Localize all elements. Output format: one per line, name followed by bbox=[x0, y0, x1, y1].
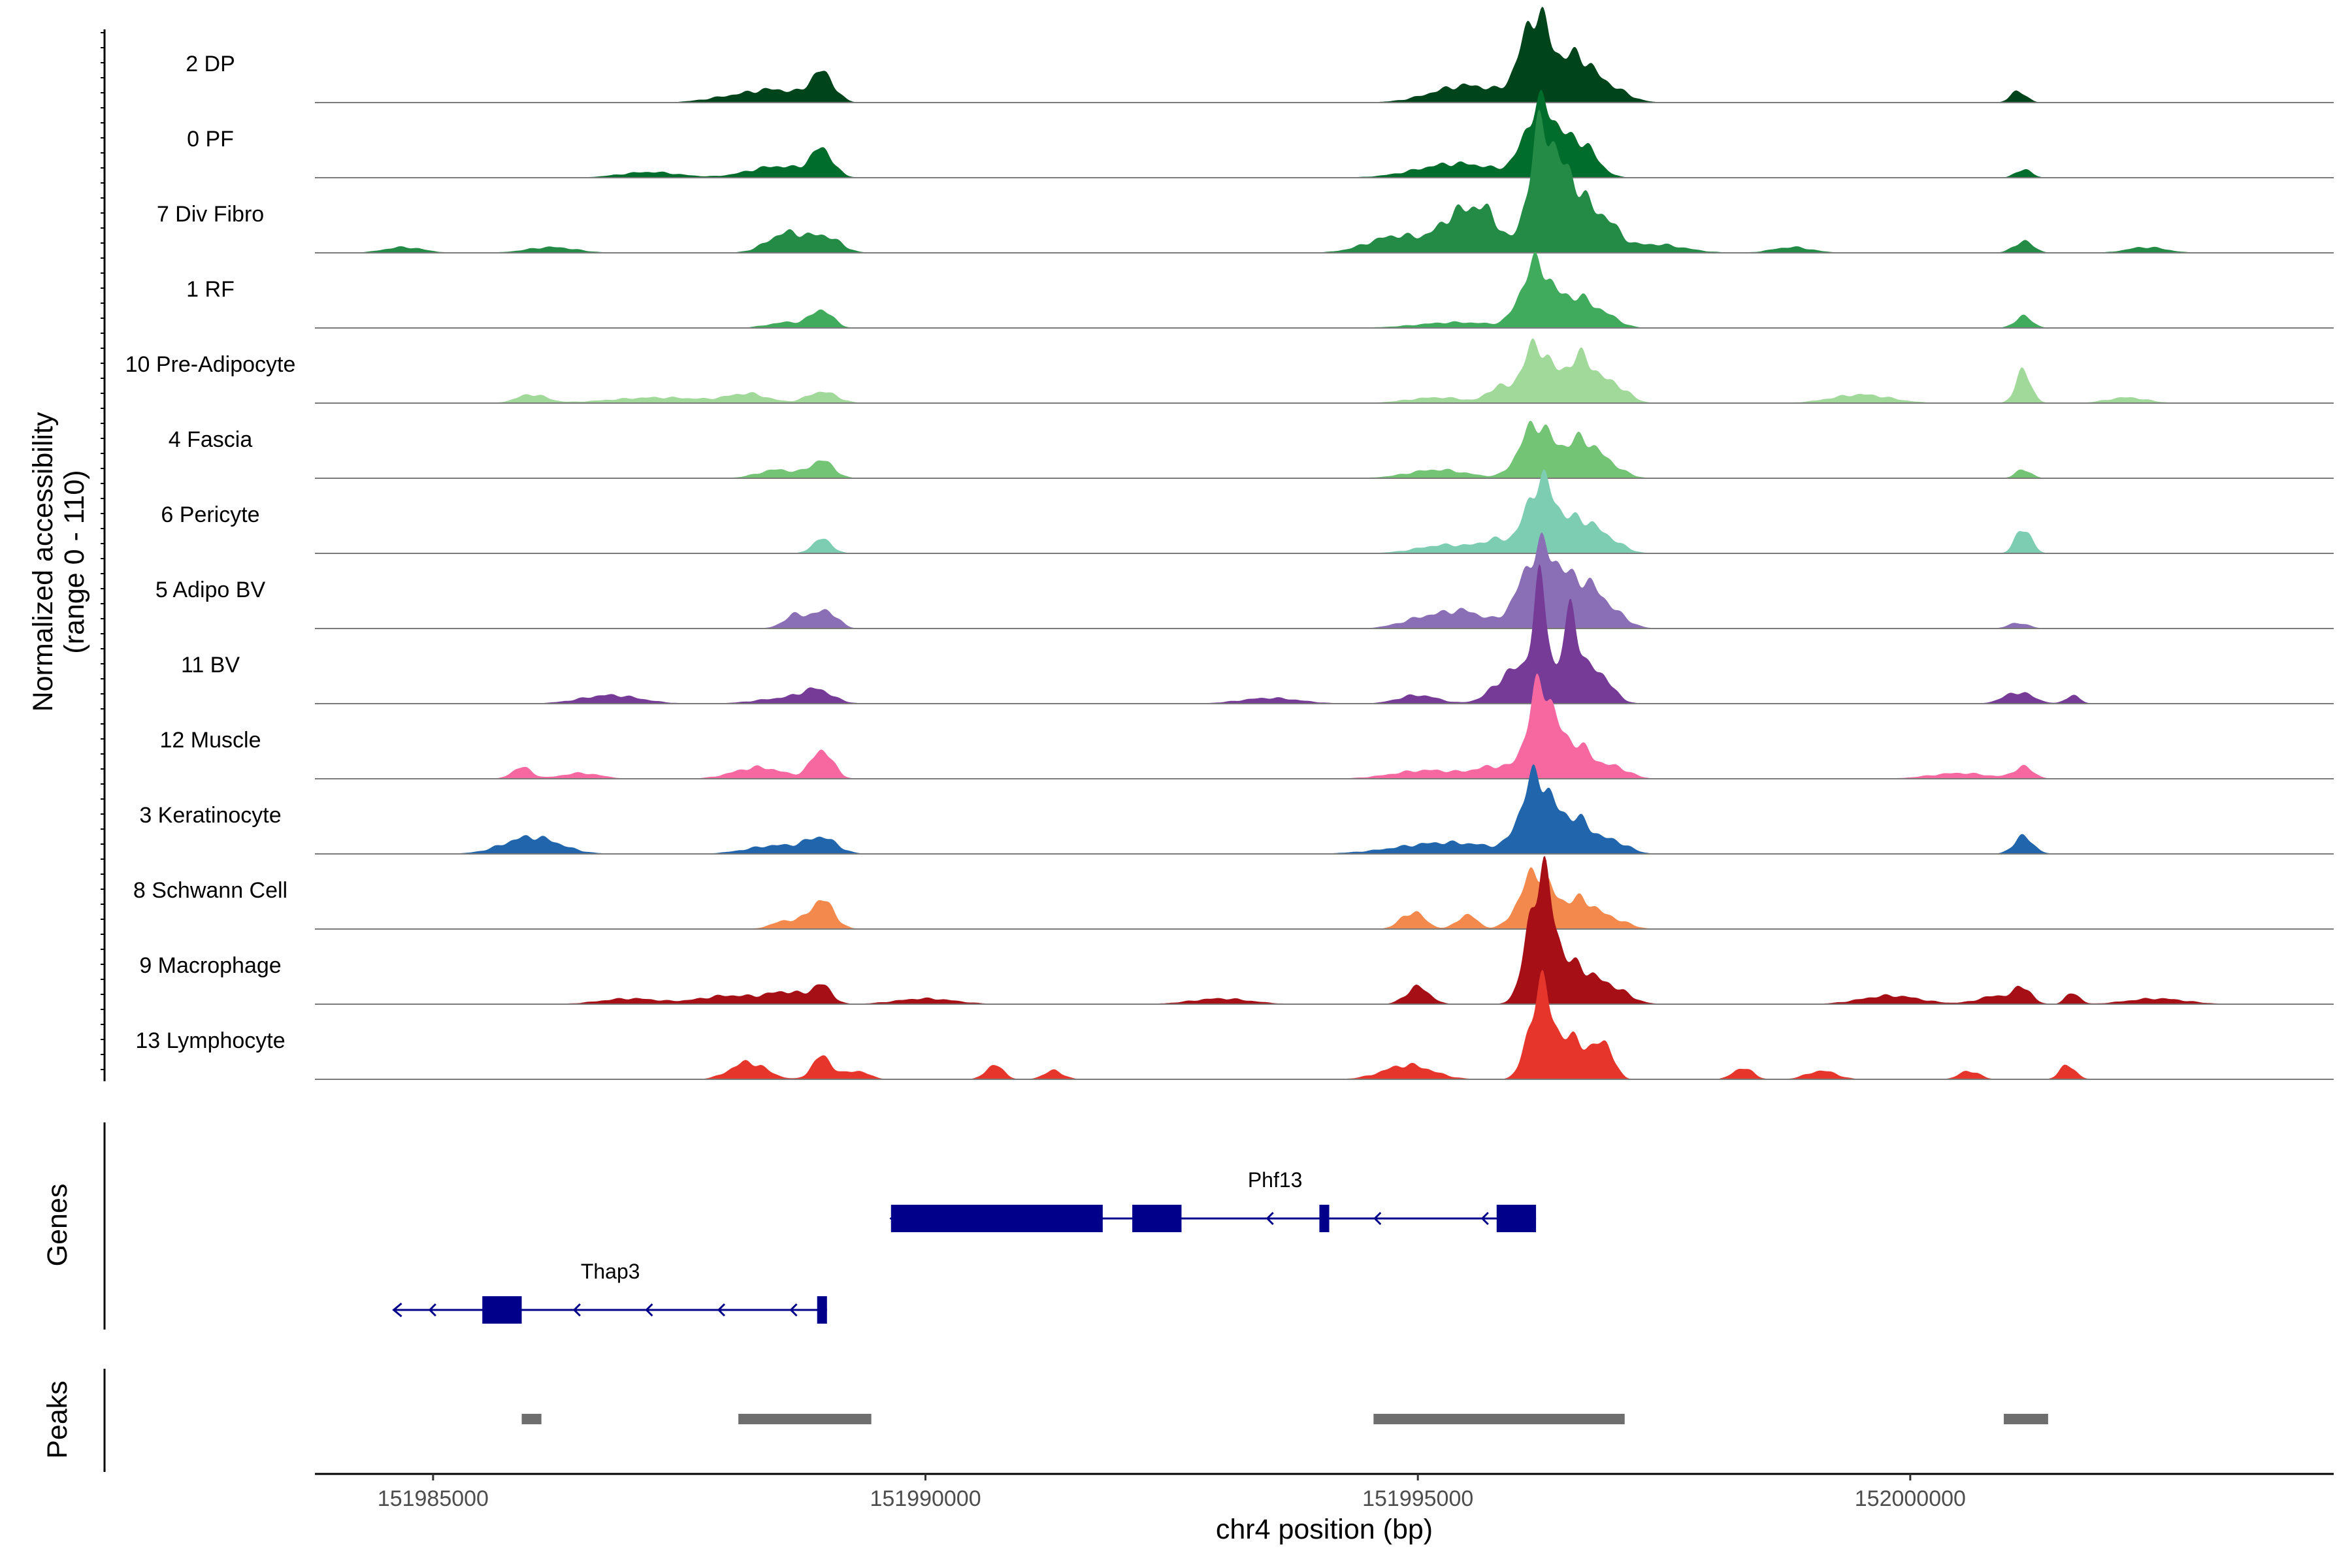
track-label: 10 Pre-Adipocyte bbox=[125, 352, 296, 377]
peak-region bbox=[738, 1414, 872, 1424]
track-label: 13 Lymphocyte bbox=[135, 1028, 285, 1053]
x-tick-label: 152000000 bbox=[1855, 1486, 1966, 1511]
strand-arrow-icon bbox=[572, 1303, 581, 1317]
track-2: 0 PF bbox=[187, 90, 2334, 178]
x-tick-label: 151990000 bbox=[870, 1486, 981, 1511]
strand-arrow-icon bbox=[392, 1302, 402, 1318]
coverage-tracks: 2 DP 0 PF 7 Div Fibro 1 RF 10 Pre-Adipocyte 4… bbox=[125, 7, 2334, 1080]
exon bbox=[1319, 1205, 1330, 1232]
x-tick-label: 151995000 bbox=[1362, 1486, 1473, 1511]
track-label: 12 Muscle bbox=[160, 728, 261, 753]
track-6: 4 Fascia bbox=[169, 420, 2334, 479]
coverage-area bbox=[315, 764, 2334, 854]
coverage-area bbox=[315, 970, 2334, 1079]
coverage-area bbox=[315, 338, 2334, 403]
track-7: 6 Pericyte bbox=[161, 469, 2334, 554]
track-4: 1 RF bbox=[186, 252, 2334, 329]
strand-arrow-icon bbox=[1266, 1211, 1274, 1226]
y-axis-title-line1: Normalized accessibility bbox=[27, 412, 59, 711]
x-axis-ticks: 151985000 151990000 151995000 152000000 bbox=[378, 1474, 1966, 1511]
track-label: 0 PF bbox=[187, 127, 234, 152]
strand-arrow-icon bbox=[789, 1303, 798, 1317]
track-label: 6 Pericyte bbox=[161, 502, 259, 527]
gene-phf13: Phf13 bbox=[889, 1168, 1537, 1232]
gene-annotations: Phf13 Thap3 bbox=[392, 1168, 1537, 1324]
peaks-panel-label: Peaks bbox=[42, 1380, 73, 1459]
y-axis-title-line2: (range 0 - 110) bbox=[59, 470, 90, 653]
x-tick-label: 151985000 bbox=[378, 1486, 489, 1511]
peak-region bbox=[1373, 1414, 1625, 1424]
peak-region bbox=[2004, 1414, 2048, 1424]
exon bbox=[1496, 1205, 1537, 1232]
gene-thap3: Thap3 bbox=[392, 1260, 827, 1324]
coverage-area bbox=[315, 420, 2334, 478]
exon bbox=[817, 1296, 827, 1324]
gene-label: Phf13 bbox=[1248, 1168, 1303, 1192]
track-14: 13 Lymphocyte bbox=[135, 970, 2334, 1080]
coverage-area bbox=[315, 564, 2334, 704]
track-label: 4 Fascia bbox=[169, 427, 253, 452]
track-10: 12 Muscle bbox=[160, 674, 2334, 779]
track-12: 8 Schwann Cell bbox=[133, 867, 2334, 930]
strand-arrow-icon bbox=[1480, 1211, 1489, 1226]
track-label: 5 Adipo BV bbox=[155, 578, 266, 602]
strand-arrow-icon bbox=[1373, 1211, 1382, 1226]
track-label: 1 RF bbox=[186, 277, 235, 302]
track-label: 7 Div Fibro bbox=[157, 202, 264, 227]
track-label: 8 Schwann Cell bbox=[133, 878, 287, 903]
exon bbox=[1132, 1205, 1182, 1232]
track-label: 2 DP bbox=[186, 52, 235, 76]
exon bbox=[890, 1205, 1103, 1232]
track-13: 9 Macrophage bbox=[139, 856, 2334, 1005]
track-9: 11 BV bbox=[181, 564, 2334, 704]
track-11: 3 Keratinocyte bbox=[139, 764, 2334, 855]
peak-region bbox=[521, 1414, 542, 1424]
track-label: 3 Keratinocyte bbox=[139, 803, 281, 828]
coverage-area bbox=[315, 90, 2334, 178]
track-label: 11 BV bbox=[181, 653, 240, 678]
coverage-area bbox=[315, 469, 2334, 553]
track-8: 5 Adipo BV bbox=[155, 532, 2334, 629]
track-3: 7 Div Fibro bbox=[157, 109, 2334, 253]
coverage-area bbox=[315, 674, 2334, 779]
strand-arrow-icon bbox=[717, 1303, 726, 1317]
track-5: 10 Pre-Adipocyte bbox=[125, 338, 2334, 404]
gene-label: Thap3 bbox=[581, 1260, 640, 1283]
coverage-area bbox=[315, 7, 2334, 103]
coverage-y-ticks bbox=[101, 32, 105, 1070]
coverage-area bbox=[315, 252, 2334, 328]
strand-arrow-icon bbox=[428, 1303, 436, 1317]
track-label: 9 Macrophage bbox=[139, 953, 281, 978]
x-axis-title: chr4 position (bp) bbox=[1216, 1514, 1433, 1545]
coverage-area bbox=[315, 867, 2334, 929]
exon bbox=[482, 1296, 522, 1324]
track-1: 2 DP bbox=[186, 7, 2334, 103]
genes-panel-label: Genes bbox=[42, 1184, 73, 1267]
coverage-area bbox=[315, 109, 2334, 253]
coverage-area bbox=[315, 856, 2334, 1004]
peak-regions bbox=[521, 1414, 2048, 1424]
strand-arrow-icon bbox=[645, 1303, 653, 1317]
